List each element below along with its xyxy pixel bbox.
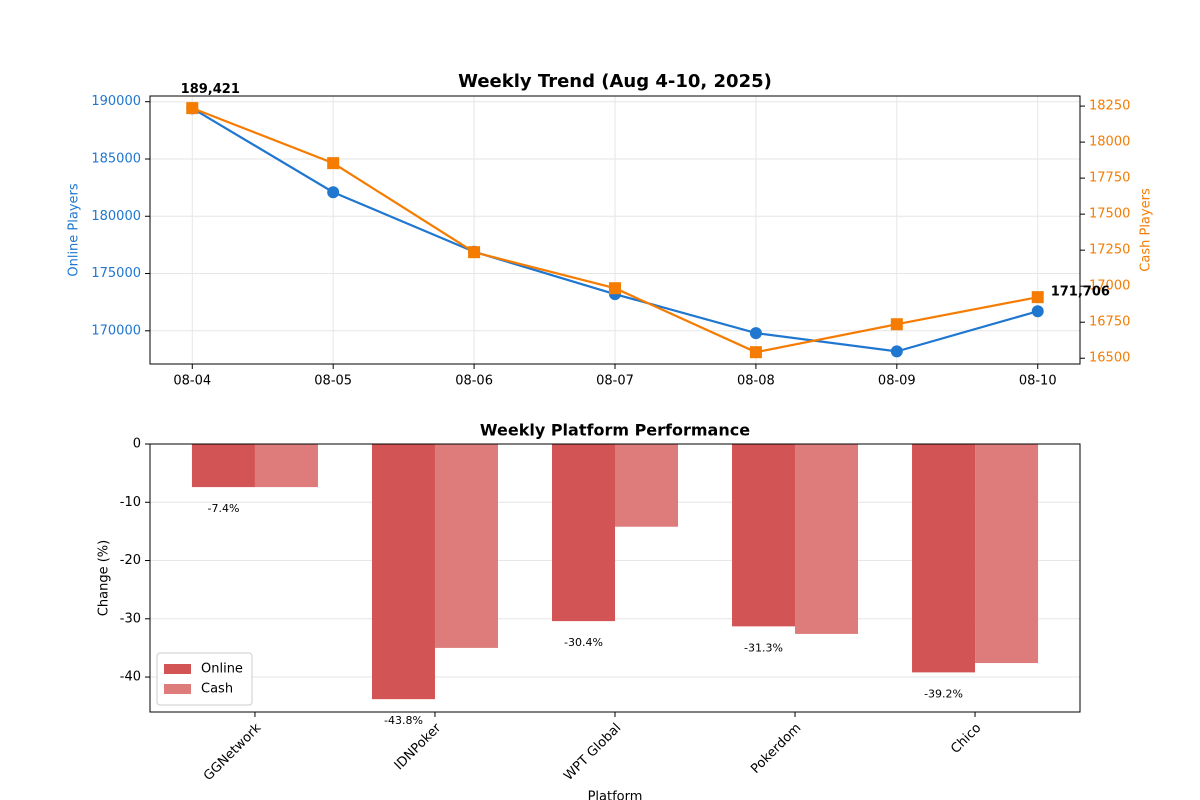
y-tick-label: -30: [120, 611, 141, 626]
y-tick-label: -20: [120, 553, 141, 568]
point: [1031, 305, 1044, 318]
value-label: -30.4%: [564, 636, 603, 649]
point: [327, 157, 340, 170]
point: [749, 346, 762, 359]
x-tick-label: 08-07: [596, 374, 634, 389]
y2-tick-label: 18000: [1089, 135, 1130, 150]
plot-frame: [149, 95, 1081, 365]
y-tick-label: 185000: [91, 151, 141, 166]
point: [327, 186, 340, 199]
y-axis-label: Online Players: [67, 183, 82, 277]
x-tick-label: Chico: [948, 721, 984, 757]
y-tick-label: 190000: [91, 94, 141, 109]
point: [890, 345, 903, 358]
legend-label: Online: [201, 662, 243, 677]
y-tick-label: 180000: [91, 209, 141, 224]
bar: [912, 444, 976, 673]
bar: [551, 444, 615, 622]
x-tick-label: 08-05: [314, 374, 352, 389]
y-tick-label: -40: [120, 670, 141, 685]
value-label: -39.2%: [924, 687, 963, 700]
y-axis-label: Change (%): [97, 540, 112, 616]
x-tick-label: WPT Global: [561, 721, 624, 784]
value-label: -43.8%: [384, 714, 423, 727]
chart-title: Weekly Platform Performance: [480, 421, 750, 440]
bar: [371, 444, 435, 700]
x-axis-label: Platform: [588, 790, 643, 800]
point: [186, 102, 199, 115]
plot-frame: [149, 443, 1081, 713]
point: [1031, 291, 1044, 304]
x-tick-label: 08-10: [1019, 374, 1057, 389]
x-tick-label: GGNetwork: [201, 720, 265, 784]
y2-tick-label: 16750: [1089, 315, 1130, 330]
value-label: -7.4%: [207, 502, 239, 515]
x-tick-label: IDNPoker: [392, 720, 445, 773]
value-label: -31.3%: [744, 641, 783, 654]
value-label: 171,706: [1051, 285, 1110, 300]
bar: [795, 444, 859, 634]
point: [609, 282, 621, 295]
y-tick-label: 170000: [91, 323, 141, 338]
x-tick-label: Pokerdom: [748, 721, 804, 777]
bar: [615, 444, 679, 527]
y-tick-label: -10: [120, 495, 141, 510]
bar: [434, 444, 498, 648]
y2-tick-label: 16500: [1089, 351, 1130, 366]
y2-tick-label: 17500: [1089, 207, 1130, 222]
legend-label: Cash: [201, 682, 233, 697]
bar: [254, 444, 318, 488]
y-tick-label: 0: [133, 437, 141, 452]
y2-tick-label: 17000: [1089, 279, 1130, 294]
point: [749, 327, 762, 340]
y2-tick-label: 18250: [1089, 99, 1130, 114]
y2-axis-label: Cash Players: [1139, 188, 1154, 272]
y2-tick-label: 17750: [1089, 171, 1130, 186]
point: [890, 318, 903, 331]
y2-tick-label: 17250: [1089, 243, 1130, 258]
x-tick-label: 08-04: [173, 374, 211, 389]
chart-title: Weekly Trend (Aug 4-10, 2025): [458, 71, 772, 92]
bar: [975, 444, 1039, 664]
x-tick-label: 08-08: [737, 374, 775, 389]
point: [468, 246, 481, 259]
x-tick-label: 08-06: [455, 374, 493, 389]
bar: [732, 444, 796, 627]
y-tick-label: 175000: [91, 266, 141, 281]
value-label: 189,421: [181, 82, 240, 97]
x-tick-label: 08-09: [878, 374, 916, 389]
legend-swatch: [164, 664, 191, 674]
bar: [191, 444, 255, 488]
legend-swatch: [164, 684, 191, 694]
